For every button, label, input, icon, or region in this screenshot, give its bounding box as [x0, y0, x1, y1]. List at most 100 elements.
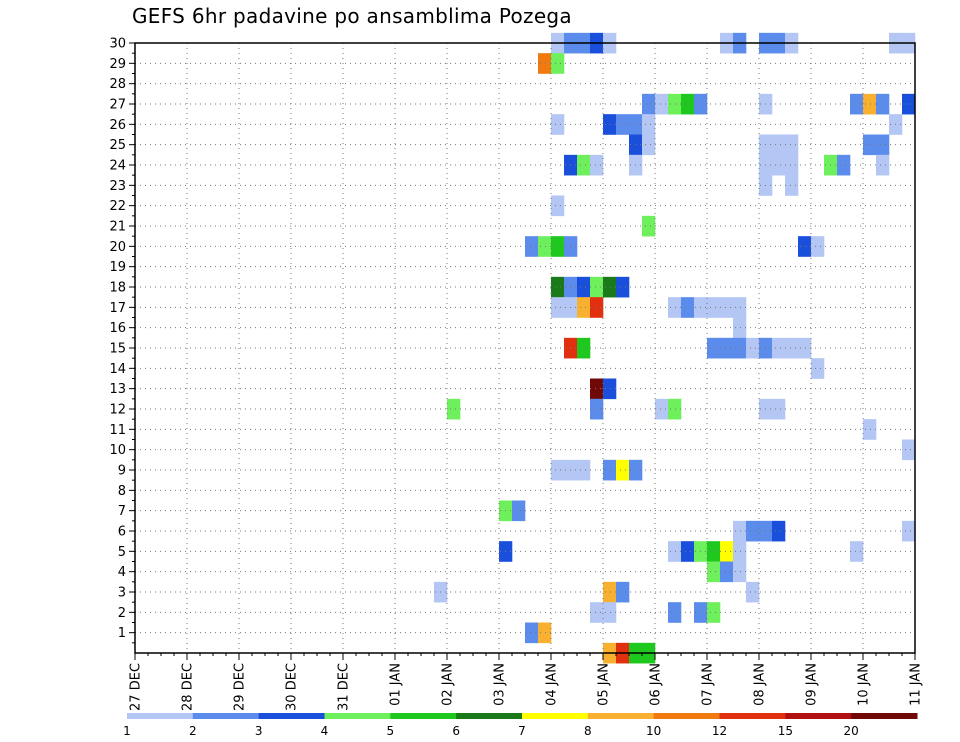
data-cell: [772, 520, 786, 542]
data-cell: [863, 134, 877, 156]
data-cell: [785, 154, 799, 176]
data-cell: [733, 337, 747, 359]
data-cell: [551, 459, 565, 481]
data-cell: [590, 398, 604, 420]
data-cell: [577, 154, 591, 176]
x-tick-label: 07 JAN: [701, 663, 716, 706]
data-cell: [785, 134, 799, 156]
data-cell: [603, 378, 617, 400]
colorbar-label: 15: [778, 724, 793, 738]
data-cell: [668, 602, 682, 623]
colorbar-swatch: [587, 713, 655, 719]
x-tick-label: 09 JAN: [805, 663, 820, 706]
data-cell: [772, 134, 786, 156]
data-cell: [525, 622, 539, 644]
colorbar-swatch: [653, 713, 720, 719]
data-cell: [525, 236, 539, 257]
y-tick-label: 17: [109, 301, 126, 316]
colorbar-swatch: [258, 713, 325, 719]
colorbar-swatch: [390, 713, 457, 719]
data-cell: [850, 541, 864, 562]
data-cell: [681, 93, 695, 115]
colorbar-swatch: [456, 713, 523, 719]
data-cell: [707, 337, 721, 359]
data-cell: [551, 236, 565, 257]
colorbar-label: 8: [584, 724, 592, 738]
chart-title: GEFS 6hr padavine po ansamblima Pozega: [132, 4, 572, 28]
data-cell: [733, 561, 747, 583]
data-cell: [876, 134, 890, 156]
data-cell: [668, 398, 682, 420]
data-cell: [603, 581, 617, 603]
data-cell: [850, 93, 864, 115]
y-tick-label: 7: [118, 504, 126, 519]
data-cell: [590, 378, 604, 400]
data-cell: [551, 53, 565, 74]
data-cell: [876, 93, 890, 115]
data-cell: [603, 602, 617, 623]
data-cell: [863, 419, 877, 440]
data-cell: [707, 561, 721, 583]
data-cell: [798, 236, 812, 257]
data-cell: [447, 398, 461, 420]
colorbar-label: 10: [646, 724, 661, 738]
data-cell: [642, 215, 656, 237]
data-cell: [668, 541, 682, 562]
x-tick-label: 06 JAN: [649, 663, 664, 706]
data-cell: [733, 520, 747, 542]
data-cell: [733, 317, 747, 339]
data-cell: [616, 581, 630, 603]
colorbar-swatch: [719, 713, 786, 719]
data-cell: [603, 459, 617, 481]
data-cell: [746, 581, 760, 603]
data-cell: [512, 500, 526, 522]
data-cell: [603, 114, 617, 135]
colorbar-label: 7: [518, 724, 526, 738]
y-tick-label: 2: [118, 606, 126, 621]
y-tick-label: 6: [118, 525, 126, 540]
data-cell: [720, 561, 734, 583]
data-cell: [642, 114, 656, 135]
colorbar-label: 6: [452, 724, 460, 738]
data-cell: [772, 398, 786, 420]
data-cell: [655, 398, 669, 420]
data-cell: [876, 154, 890, 176]
y-tick-label: 5: [118, 545, 126, 560]
data-cell: [642, 93, 656, 115]
data-cell: [720, 297, 734, 318]
data-cell: [590, 602, 604, 623]
x-tick-label: 04 JAN: [545, 663, 560, 706]
y-tick-label: 10: [109, 443, 126, 458]
y-tick-label: 14: [109, 362, 126, 377]
data-cell: [616, 114, 630, 135]
y-tick-label: 29: [109, 57, 126, 72]
colorbar-swatch: [785, 713, 852, 719]
data-cell: [577, 276, 591, 298]
y-tick-label: 18: [109, 281, 126, 296]
data-cell: [681, 297, 695, 318]
data-cell: [902, 93, 916, 115]
data-cell: [538, 53, 552, 74]
y-tick-label: 12: [109, 403, 126, 418]
data-cell: [733, 541, 747, 562]
x-tick-label: 31 DEC: [337, 663, 352, 711]
colorbar-label: 2: [189, 724, 197, 738]
x-tick-label: 11 JAN: [909, 663, 924, 706]
y-tick-label: 3: [118, 586, 126, 601]
data-cell: [603, 276, 617, 298]
data-cell: [837, 154, 851, 176]
x-tick-label: 28 DEC: [181, 663, 196, 711]
data-cell: [538, 622, 552, 644]
data-cell: [746, 520, 760, 542]
data-cell: [746, 337, 760, 359]
data-cell: [577, 337, 591, 359]
data-cell: [707, 541, 721, 562]
data-cell: [551, 114, 565, 135]
data-cell: [733, 297, 747, 318]
data-cell: [668, 297, 682, 318]
data-cell: [707, 602, 721, 623]
data-cell: [551, 297, 565, 318]
data-cell: [707, 297, 721, 318]
data-cell: [538, 236, 552, 257]
